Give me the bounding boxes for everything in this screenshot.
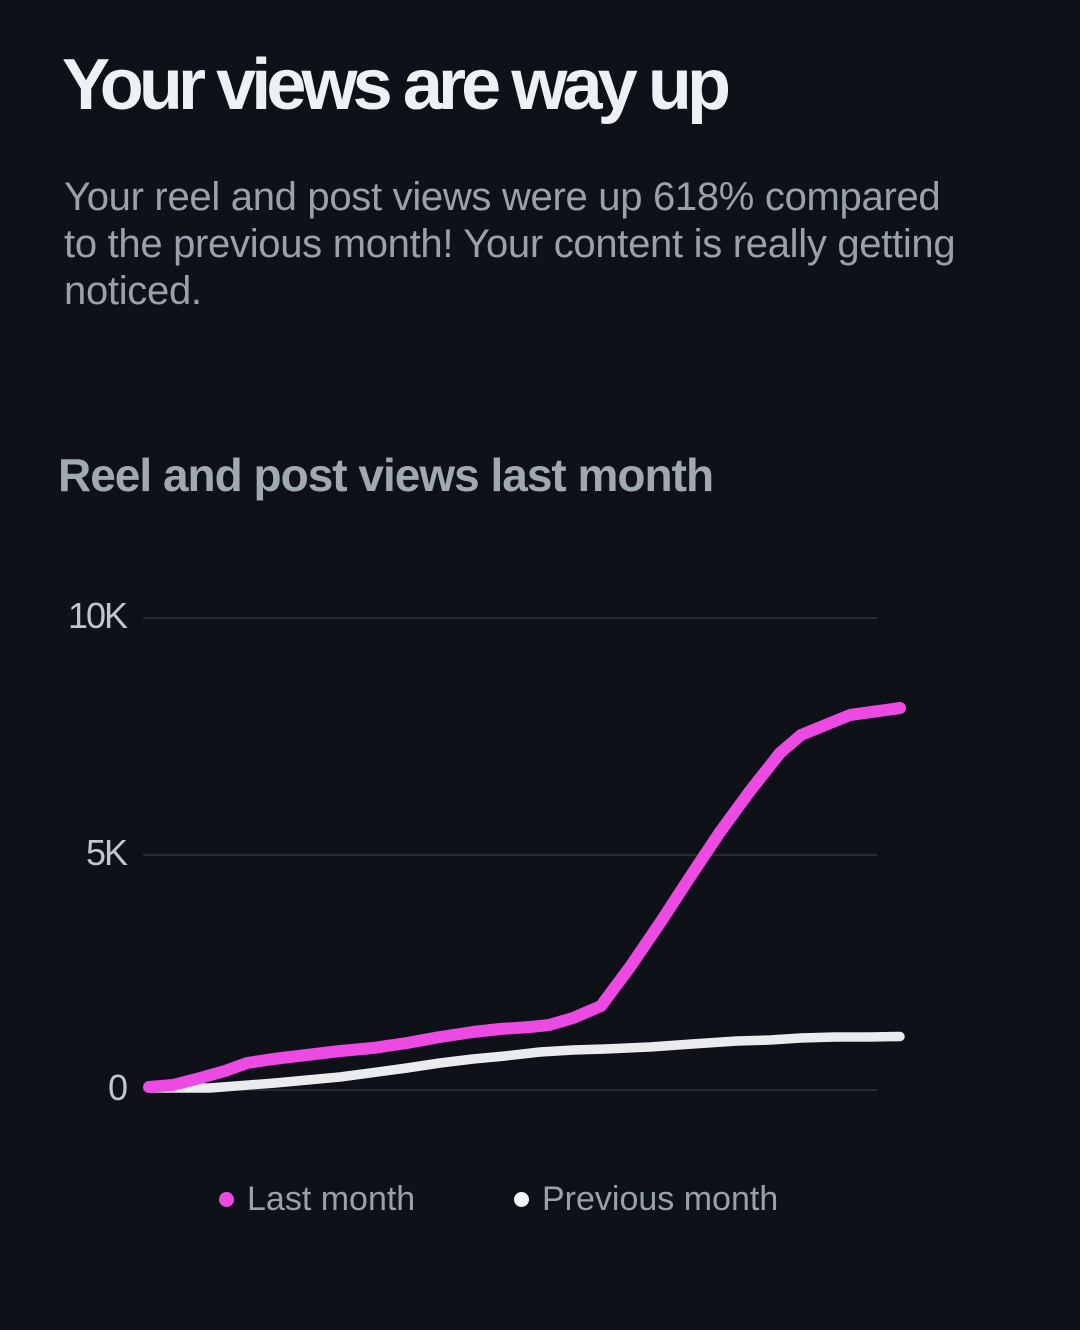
svg-text:5K: 5K: [86, 832, 128, 873]
svg-text:10K: 10K: [68, 595, 128, 636]
svg-text:0: 0: [108, 1067, 127, 1108]
